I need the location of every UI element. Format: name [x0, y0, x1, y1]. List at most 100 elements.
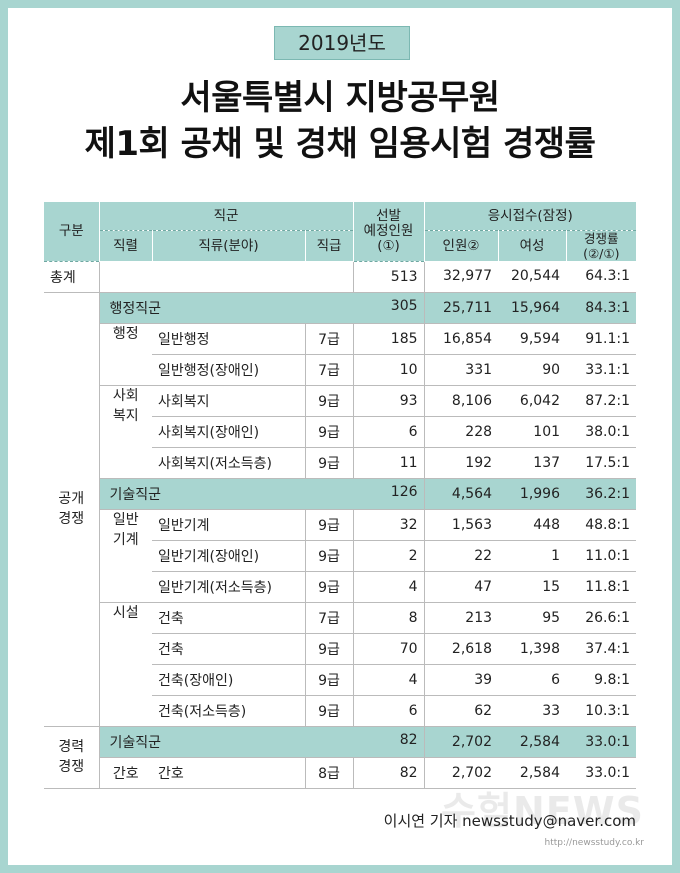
total-ratio: 64.3:1: [566, 261, 637, 293]
row-ratio: 37.4:1: [566, 633, 637, 665]
row-planned: 4: [352, 571, 425, 603]
row-ratio: 26.6:1: [566, 602, 637, 634]
group-tech1-name: 기술직군 126: [98, 478, 425, 510]
row-applicants: 331: [423, 354, 499, 386]
row-field: 사회복지(장애인): [152, 416, 305, 448]
table-row: 사회 복지 사회복지 9급 93 8,106 6,042 87.2:1: [44, 385, 637, 479]
row-field: 간호: [152, 757, 305, 789]
row-grade: 9급: [304, 540, 354, 572]
table-row: 일반기계(장애인) 9급 2 22 1 11.0:1: [44, 540, 637, 572]
row-planned: 11: [352, 447, 425, 479]
group-tech1-ratio: 36.2:1: [566, 478, 637, 510]
group-tech2-planned: 82: [399, 731, 418, 748]
row-applicants: 22: [423, 540, 499, 572]
row-planned: 93: [352, 385, 425, 417]
row-applicants: 2,702: [423, 757, 499, 789]
header-jikgeup: 직급: [304, 230, 354, 261]
row-planned: 6: [352, 695, 425, 727]
group-tech1-applicants: 4,564: [423, 478, 499, 510]
row-ratio: 17.5:1: [566, 447, 637, 479]
row-planned: 82: [352, 757, 425, 789]
group-admin-women: 15,964: [498, 292, 567, 324]
row-ratio: 10.3:1: [566, 695, 637, 727]
row-planned: 8: [352, 602, 425, 634]
row-women: 448: [498, 509, 567, 541]
row-planned: 32: [352, 509, 425, 541]
group-admin-name: 행정직군 305: [98, 292, 425, 324]
row-women: 6,042: [498, 385, 567, 417]
row-ratio: 38.0:1: [566, 416, 637, 448]
table-row: 일반행정(장애인) 7급 10 331 90 33.1:1: [44, 354, 637, 386]
row-grade: 9급: [304, 571, 354, 603]
newsstudy-watermark: 수험NEWS: [441, 789, 644, 833]
row-ratio: 91.1:1: [566, 323, 637, 355]
row-planned: 185: [352, 323, 425, 355]
series-sahoebokji: 사회 복지: [98, 385, 152, 479]
reporter-credit: 이시연 기자 newsstudy@naver.com: [383, 812, 636, 830]
header-eungsi: 응시접수(잠정): [423, 202, 637, 231]
row-planned: 2: [352, 540, 425, 572]
row-applicants: 228: [423, 416, 499, 448]
group-tech2-name: 기술직군 82: [98, 726, 425, 758]
series-sahoebokji-label: 사회 복지: [112, 387, 139, 424]
row-ratio: 48.8:1: [566, 509, 637, 541]
row-grade: 9급: [304, 695, 354, 727]
row-planned: 10: [352, 354, 425, 386]
table-row: 일반기계(저소득층) 9급 4 47 15 11.8:1: [44, 571, 637, 603]
header-jikgun: 직군: [98, 202, 354, 231]
group-row-tech-career: 경력 경쟁 기술직군 82 2,702 2,584 33.0:1: [44, 726, 637, 789]
header-ratio: 경쟁률 (②/①): [565, 230, 637, 261]
row-field: 일반행정: [152, 323, 305, 355]
header-seonbal: 선발 예정인원 (①): [352, 202, 425, 262]
row-field: 일반기계(장애인): [152, 540, 305, 572]
competition-rate-table: 구분 직군 선발 예정인원 (①) 응시접수(잠정) 직렬 직류(분야) 직급 …: [44, 202, 637, 789]
header-seonbal-line1: 선발: [376, 207, 401, 224]
row-applicants: 213: [423, 602, 499, 634]
row-planned: 6: [352, 416, 425, 448]
total-blank: [98, 261, 354, 293]
row-ratio: 11.0:1: [566, 540, 637, 572]
group-tech2-women: 2,584: [498, 726, 567, 758]
row-field: 건축: [152, 602, 305, 634]
group-tech2-applicants: 2,702: [423, 726, 499, 758]
row-ratio: 33.0:1: [566, 757, 637, 789]
table-row: 시설 건축 7급 8 213 95 26.6:1: [44, 602, 637, 727]
group-tech1-women: 1,996: [498, 478, 567, 510]
series-haengjeong: 행정: [98, 323, 152, 386]
table-row: 간호 간호 8급 82 2,702 2,584 33.0:1: [44, 757, 637, 789]
row-women: 15: [498, 571, 567, 603]
row-grade: 9급: [304, 385, 354, 417]
header-seonbal-line2: 예정인원: [363, 222, 414, 239]
row-women: 9,594: [498, 323, 567, 355]
total-label: 총계: [44, 261, 99, 293]
table-row: 행정 일반행정 7급 185 16,854 9,594 91.1:1: [44, 323, 637, 386]
row-field: 건축: [152, 633, 305, 665]
row-grade: 8급: [304, 757, 354, 789]
title-line-1: 서울특별시 지방공무원: [180, 78, 500, 118]
row-applicants: 8,106: [423, 385, 499, 417]
series-ganho: 간호: [98, 757, 152, 789]
row-women: 2,584: [498, 757, 567, 789]
header-yeoseong: 여성: [497, 230, 567, 261]
header-gubun: 구분: [44, 202, 99, 262]
row-field: 일반기계(저소득층): [152, 571, 305, 603]
total-applicants: 32,977: [423, 261, 499, 293]
header-ratio-line2: (②/①): [583, 246, 620, 261]
row-ratio: 87.2:1: [566, 385, 637, 417]
group-admin-label: 행정직군: [109, 300, 162, 317]
group-admin-ratio: 84.3:1: [566, 292, 637, 324]
row-women: 6: [498, 664, 567, 696]
row-grade: 7급: [304, 323, 354, 355]
group-row-tech-open: 기술직군 126 4,564 1,996 36.2:1: [44, 478, 637, 510]
row-field: 사회복지(저소득층): [152, 447, 305, 479]
group-row-admin: 공개 경쟁 행정직군 305 25,711 15,964 84.3:1: [44, 292, 637, 727]
series-siseol: 시설: [98, 602, 152, 727]
row-ratio: 9.8:1: [566, 664, 637, 696]
header-ratio-line1: 경쟁률: [584, 231, 619, 246]
watermark-url: http://newsstudy.co.kr: [544, 838, 644, 848]
total-row: 총계 513 32,977 20,544 64.3:1: [44, 261, 637, 293]
row-grade: 7급: [304, 354, 354, 386]
table-row: 건축(장애인) 9급 4 39 6 9.8:1: [44, 664, 637, 696]
group-tech1-label: 기술직군: [109, 486, 162, 503]
row-grade: 9급: [304, 447, 354, 479]
